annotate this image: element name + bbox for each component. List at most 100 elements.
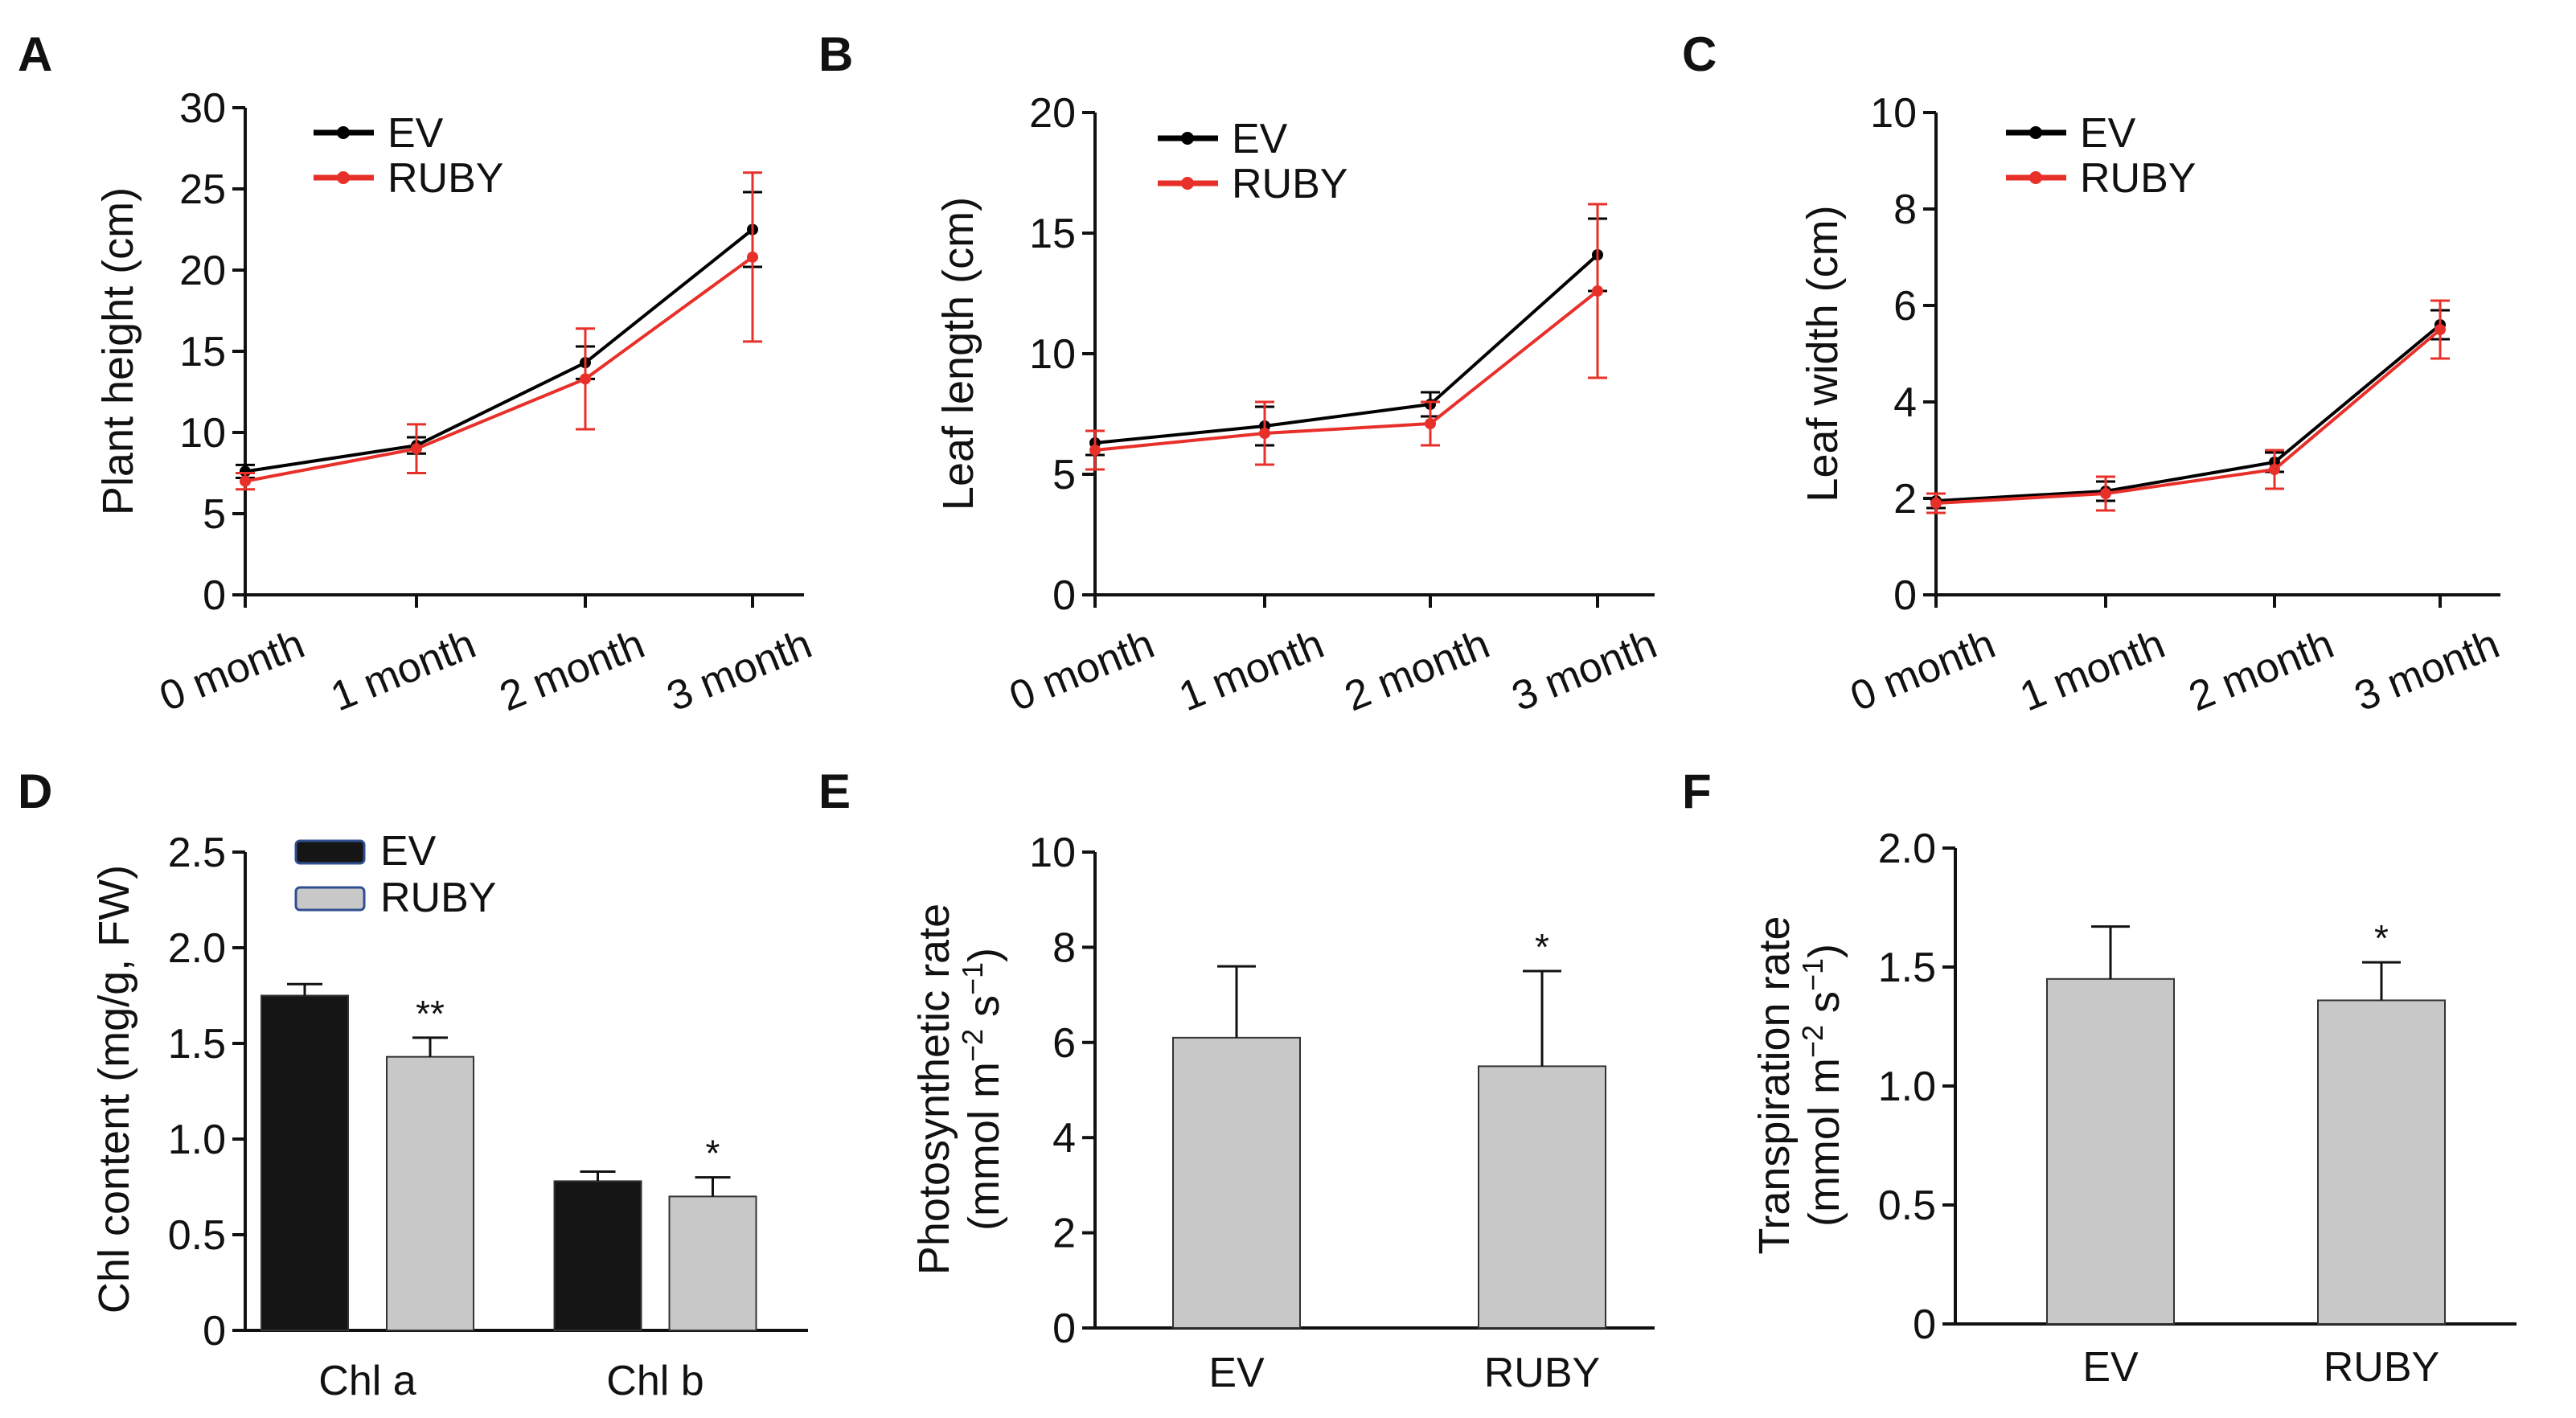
y-tick-label: 10: [1029, 830, 1076, 876]
unit-text: (mmol m: [1800, 1058, 1848, 1227]
legend-label-ev: EV: [2080, 110, 2136, 157]
x-tick-label: 2 month: [2183, 621, 2340, 720]
legend-label-ruby: RUBY: [1232, 161, 1347, 207]
x-category-label: RUBY: [1484, 1350, 1600, 1396]
unit-exponent: −1: [956, 962, 989, 995]
chart-leaf-length: 0 5 10 15 20 Leaf length (cm) 0 month 1 month 2 …: [934, 90, 1663, 720]
data-point-ruby: [240, 475, 251, 487]
y-tick-label: 0: [203, 1308, 226, 1354]
series-line-ruby: [1094, 289, 1599, 452]
x-tick-label: 1 month: [325, 621, 482, 720]
panel-e: E 0 2 4 6 8 10 Photosynthetic rate (mmol m−2 s−…: [818, 764, 1655, 1396]
y-axis-title: Leaf length (cm): [934, 197, 982, 510]
chart-plant-height: 0 5 10 15 20 25 30 Plant height (cm) 0 month 1 mo…: [94, 85, 818, 720]
unit-text: (mmol m: [960, 1062, 1008, 1231]
data-point-ruby: [2434, 324, 2446, 335]
y-axis-unit: (mmol m−2 s−1): [1796, 944, 1848, 1227]
bar-ev: [260, 994, 349, 1331]
y-tick-label: 20: [179, 248, 226, 294]
y-axis-title: Transpiration rate: [1750, 916, 1799, 1254]
bar-ev: [2046, 977, 2175, 1326]
y-tick-label: 2.5: [168, 830, 226, 876]
y-tick-label: 10: [179, 410, 226, 457]
x-tick-label: 3 month: [661, 621, 818, 720]
series-line-ev: [1935, 323, 2442, 502]
y-tick-label: 10: [1870, 90, 1917, 137]
panel-label-d: D: [18, 764, 52, 818]
panel-label-b: B: [818, 27, 853, 81]
y-tick-label: 15: [1029, 211, 1076, 257]
significance-marker: *: [706, 1133, 720, 1174]
y-tick-label: 2.0: [168, 925, 226, 972]
data-point-ruby: [580, 373, 591, 385]
series-line-ruby: [244, 256, 754, 483]
data-point-ruby: [411, 443, 422, 455]
legend-marker-ruby: [337, 171, 350, 184]
unit-exponent: −1: [1796, 958, 1829, 991]
y-tick-label: 1.0: [168, 1117, 226, 1163]
y-tick-label: 20: [1029, 90, 1076, 137]
y-tick-label: 4: [1052, 1115, 1076, 1162]
panel-label-c: C: [1682, 27, 1717, 81]
unit-text: ): [1800, 944, 1848, 958]
x-tick-label: 2 month: [494, 621, 651, 720]
legend-label-ev: EV: [380, 828, 437, 875]
y-tick-label: 10: [1029, 331, 1076, 378]
y-tick-label: 0.5: [168, 1212, 226, 1259]
y-tick-label: 0: [1052, 572, 1076, 619]
panel-label-e: E: [818, 764, 851, 818]
x-tick-label: 0 month: [1844, 621, 2002, 720]
unit-text: s: [960, 995, 1008, 1029]
significance-marker: *: [2374, 917, 2389, 959]
y-tick-label: 2: [1052, 1211, 1076, 1257]
y-tick-label: 4: [1893, 379, 1917, 426]
legend-marker-ruby: [1181, 177, 1194, 190]
chart-leaf-width: 0 2 4 6 8 10 Leaf width (cm) 0 month 1 month 2 mo…: [1799, 90, 2506, 720]
y-axis-title: Plant height (cm): [94, 187, 142, 515]
y-tick-label: 30: [179, 85, 226, 132]
legend-marker-ev: [1181, 132, 1194, 145]
series-line-ruby: [1935, 328, 2442, 505]
y-tick-label: 0: [203, 572, 226, 619]
significance-marker: **: [416, 993, 445, 1035]
unit-text: s: [1800, 991, 1848, 1025]
data-point-ruby: [1425, 418, 1436, 429]
legend-marker-ev: [337, 126, 350, 139]
x-category-label: EV: [2082, 1344, 2139, 1391]
y-tick-label: 6: [1893, 283, 1917, 330]
bar-ruby: [1478, 1065, 1606, 1330]
y-tick-label: 1.5: [1878, 945, 1936, 991]
x-tick-label: 1 month: [2014, 621, 2172, 720]
x-category-label: EV: [1208, 1350, 1265, 1396]
bar-ruby: [668, 1195, 757, 1332]
x-category-label: Chl a: [318, 1358, 416, 1404]
panel-a: A 0 5 10 15 20 25 30 Plant height (cm) 0 month 1 …: [18, 27, 818, 720]
x-tick-label: 0 month: [1003, 621, 1161, 720]
legend-label-ruby: RUBY: [388, 155, 503, 202]
series-line-ev: [244, 227, 754, 473]
data-point-ruby: [2100, 488, 2111, 499]
data-point-ruby: [1089, 445, 1101, 456]
legend-label-ruby: RUBY: [380, 875, 496, 921]
y-tick-label: 0: [1913, 1301, 1936, 1348]
unit-text: ): [960, 948, 1008, 962]
data-point-ruby: [1930, 498, 1942, 509]
bar-ruby: [386, 1055, 474, 1332]
unit-exponent: −2: [1796, 1025, 1829, 1058]
bar-ruby: [2317, 999, 2446, 1325]
panel-b: B 0 5 10 15 20 Leaf length (cm) 0 month 1 month…: [818, 27, 1663, 720]
y-tick-label: 1.0: [1878, 1064, 1936, 1110]
y-tick-label: 0.5: [1878, 1182, 1936, 1229]
data-point-ruby: [2269, 464, 2280, 475]
chart-transpiration-rate: 0 0.5 1.0 1.5 2.0 Transpiration rate (mmol m−2…: [1750, 826, 2517, 1391]
y-tick-label: 5: [203, 491, 226, 538]
panel-label-a: A: [18, 27, 52, 81]
legend-marker-ev: [2029, 126, 2042, 139]
y-tick-label: 1.5: [168, 1021, 226, 1068]
data-point-ruby: [747, 251, 758, 263]
y-tick-label: 8: [1052, 924, 1076, 971]
legend-marker-ruby: [2029, 171, 2042, 184]
y-tick-label: 5: [1052, 452, 1076, 498]
y-axis-title: Photosynthetic rate: [910, 904, 958, 1275]
